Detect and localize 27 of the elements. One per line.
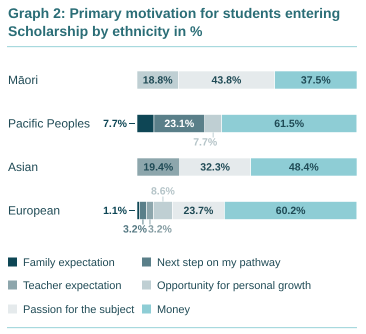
legend-label: Family expectation xyxy=(23,256,115,269)
legend-label: Passion for the subject xyxy=(23,304,134,316)
y-tick-label: Asian xyxy=(8,160,38,174)
data-label: 48.4% xyxy=(288,162,320,174)
data-label: 37.5% xyxy=(300,74,332,87)
legend-label: Money xyxy=(157,304,191,316)
data-label: 3.2% xyxy=(123,224,148,236)
data-label: 61.5% xyxy=(274,118,305,130)
data-label: 32.3% xyxy=(200,162,231,174)
data-label: 18.8% xyxy=(142,74,174,87)
data-label: 8.6% xyxy=(150,186,176,198)
y-tick-label: Pacific Peoples xyxy=(8,116,90,131)
data-label: 23.7% xyxy=(184,205,214,218)
y-tick-label: Māori xyxy=(8,73,38,88)
y-tick-label: European xyxy=(8,204,60,218)
data-label: 43.8% xyxy=(212,74,242,87)
legend-label: Opportunity for personal growth xyxy=(157,280,312,292)
data-label: 7.7% xyxy=(193,136,218,149)
data-label: 60.2% xyxy=(276,205,306,218)
chart-title: Graph 2: Primary motivation for students entering Scholarship by ethnicity in % xyxy=(8,5,340,39)
legend-label: Next step on my pathway xyxy=(157,256,282,269)
data-label: 1.1% xyxy=(103,205,128,218)
legend-label: Teacher expectation xyxy=(23,280,122,292)
data-label: 23.1% xyxy=(164,118,195,130)
data-label: 19.4% xyxy=(143,162,174,174)
data-label: 7.7% xyxy=(103,118,128,130)
data-label: 3.2% xyxy=(148,224,173,236)
